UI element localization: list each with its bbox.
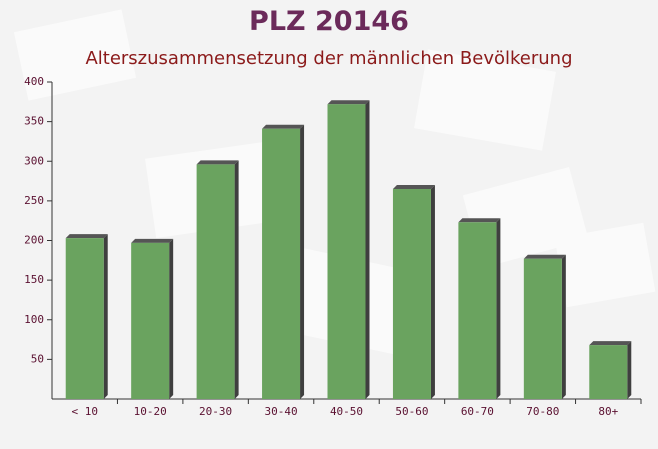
y-tick-label: 100 bbox=[24, 313, 44, 326]
x-tick-label: < 10 bbox=[71, 405, 98, 418]
bar-top bbox=[327, 100, 370, 105]
x-tick-label: 20-30 bbox=[199, 405, 232, 418]
bar-top bbox=[65, 234, 108, 239]
bar bbox=[65, 238, 104, 399]
bar-side bbox=[496, 218, 501, 399]
x-tick-label: 50-60 bbox=[395, 405, 428, 418]
y-tick-label: 300 bbox=[24, 154, 44, 167]
bar-top bbox=[458, 218, 501, 223]
bar-side bbox=[234, 160, 239, 399]
bar bbox=[196, 164, 235, 399]
bar-top bbox=[392, 184, 435, 189]
y-tick-label: 350 bbox=[24, 115, 44, 128]
bar bbox=[392, 188, 431, 399]
bar bbox=[458, 222, 497, 399]
bar bbox=[131, 242, 170, 399]
bar bbox=[262, 128, 301, 399]
y-tick-label: 150 bbox=[24, 273, 44, 286]
bar-side bbox=[169, 238, 174, 399]
chart-title: PLZ 20146 bbox=[249, 6, 409, 37]
bar-side bbox=[103, 234, 108, 399]
x-tick-label: 40-50 bbox=[330, 405, 363, 418]
bar-side bbox=[561, 254, 566, 399]
bar bbox=[327, 104, 366, 399]
y-tick-label: 50 bbox=[31, 352, 44, 365]
bar bbox=[589, 345, 628, 399]
bar-side bbox=[365, 100, 370, 399]
x-tick-label: 80+ bbox=[598, 405, 618, 418]
x-tick-label: 60-70 bbox=[461, 405, 494, 418]
bar-top bbox=[523, 254, 566, 259]
bar-top bbox=[131, 238, 174, 243]
x-tick-label: 70-80 bbox=[526, 405, 559, 418]
chart-subtitle: Alterszusammensetzung der männlichen Bev… bbox=[85, 48, 572, 69]
bar-side bbox=[627, 341, 632, 399]
bar-top bbox=[589, 341, 632, 346]
bar-top bbox=[196, 160, 239, 165]
y-tick-label: 400 bbox=[24, 75, 44, 88]
bar bbox=[523, 258, 562, 399]
bar-side bbox=[430, 184, 435, 399]
y-tick-label: 250 bbox=[24, 194, 44, 207]
bar-top bbox=[262, 124, 305, 129]
x-tick-label: 10-20 bbox=[134, 405, 167, 418]
bar-side bbox=[300, 124, 305, 399]
y-tick-label: 200 bbox=[24, 234, 44, 247]
x-tick-label: 30-40 bbox=[264, 405, 297, 418]
